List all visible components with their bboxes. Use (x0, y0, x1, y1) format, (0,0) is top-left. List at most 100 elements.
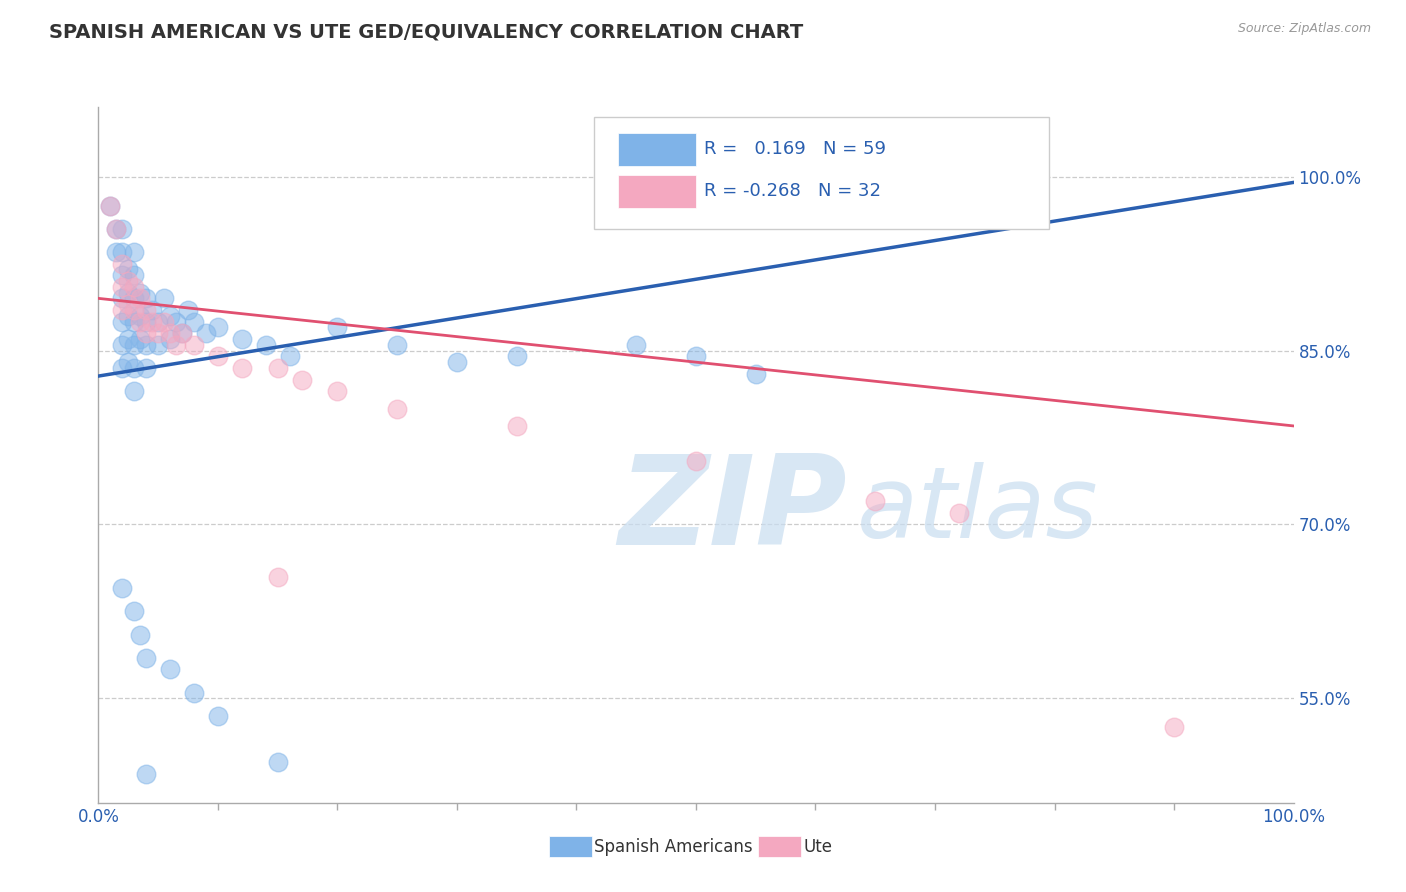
Point (231, 332, 253, 346)
Point (105, 222, 128, 236)
FancyBboxPatch shape (758, 836, 801, 857)
Point (172, 326, 194, 341)
Point (195, 326, 218, 341)
Point (291, 373, 314, 387)
Point (326, 320, 349, 334)
Point (745, 367, 768, 381)
Text: Source: ZipAtlas.com: Source: ZipAtlas.com (1237, 22, 1371, 36)
Point (207, 320, 229, 334)
Point (506, 418, 529, 433)
Point (135, 303, 157, 318)
Point (326, 384, 349, 398)
Point (148, 338, 170, 352)
Point (111, 582, 134, 596)
Point (124, 303, 146, 318)
Point (159, 332, 181, 346)
Point (385, 401, 409, 416)
Point (117, 262, 139, 277)
Point (159, 309, 181, 323)
FancyBboxPatch shape (619, 133, 696, 166)
Point (111, 361, 134, 376)
Point (111, 244, 134, 259)
Point (446, 355, 468, 369)
Point (165, 315, 187, 329)
Point (135, 315, 157, 329)
Point (111, 268, 134, 282)
Text: SPANISH AMERICAN VS UTE GED/EQUIVALENCY CORRELATION CHART: SPANISH AMERICAN VS UTE GED/EQUIVALENCY … (49, 22, 803, 41)
Point (254, 338, 277, 352)
Point (111, 291, 134, 305)
Point (165, 338, 187, 352)
Point (153, 315, 176, 329)
Point (148, 315, 170, 329)
Point (129, 291, 152, 305)
Point (129, 332, 152, 346)
Point (124, 605, 146, 619)
Point (865, 494, 887, 508)
Text: atlas: atlas (858, 462, 1099, 559)
Point (148, 326, 170, 341)
Point (98, 199, 122, 213)
Point (129, 309, 152, 323)
Point (385, 338, 409, 352)
Point (685, 453, 707, 467)
Text: R =   0.169   N = 59: R = 0.169 N = 59 (704, 140, 886, 159)
Point (267, 361, 290, 376)
Point (129, 315, 152, 329)
Point (124, 268, 146, 282)
Point (177, 303, 200, 318)
Point (278, 350, 301, 364)
Point (159, 663, 181, 677)
Point (135, 651, 157, 665)
Text: ZIP: ZIP (619, 450, 846, 571)
Point (159, 326, 181, 341)
Point (105, 222, 128, 236)
Point (111, 257, 134, 271)
Point (124, 280, 146, 294)
Point (183, 685, 205, 699)
Point (124, 291, 146, 305)
Point (207, 708, 229, 723)
Text: Spanish Americans: Spanish Americans (595, 838, 754, 855)
Point (111, 338, 134, 352)
Point (141, 315, 163, 329)
Point (98, 199, 122, 213)
Point (135, 766, 157, 781)
Point (207, 350, 229, 364)
Point (117, 332, 139, 346)
Point (117, 285, 139, 300)
Text: Ute: Ute (804, 838, 832, 855)
Point (172, 326, 194, 341)
Point (129, 628, 152, 642)
Point (117, 355, 139, 369)
Point (626, 338, 648, 352)
Point (124, 315, 146, 329)
Point (1163, 721, 1185, 735)
Point (685, 350, 707, 364)
Point (135, 361, 157, 376)
Point (506, 350, 529, 364)
Point (948, 506, 970, 520)
Point (231, 361, 253, 376)
Point (124, 244, 146, 259)
Point (117, 297, 139, 311)
FancyBboxPatch shape (619, 175, 696, 208)
Point (111, 280, 134, 294)
Point (117, 274, 139, 288)
Text: R = -0.268   N = 32: R = -0.268 N = 32 (704, 182, 882, 200)
Point (135, 338, 157, 352)
Point (135, 291, 157, 305)
Point (105, 244, 128, 259)
Point (124, 361, 146, 376)
Point (124, 338, 146, 352)
Point (111, 222, 134, 236)
Point (153, 291, 176, 305)
Point (111, 303, 134, 318)
Point (135, 326, 157, 341)
Point (141, 303, 163, 318)
FancyBboxPatch shape (595, 118, 1049, 229)
Point (183, 315, 205, 329)
FancyBboxPatch shape (548, 836, 592, 857)
Point (117, 309, 139, 323)
Point (129, 285, 152, 300)
